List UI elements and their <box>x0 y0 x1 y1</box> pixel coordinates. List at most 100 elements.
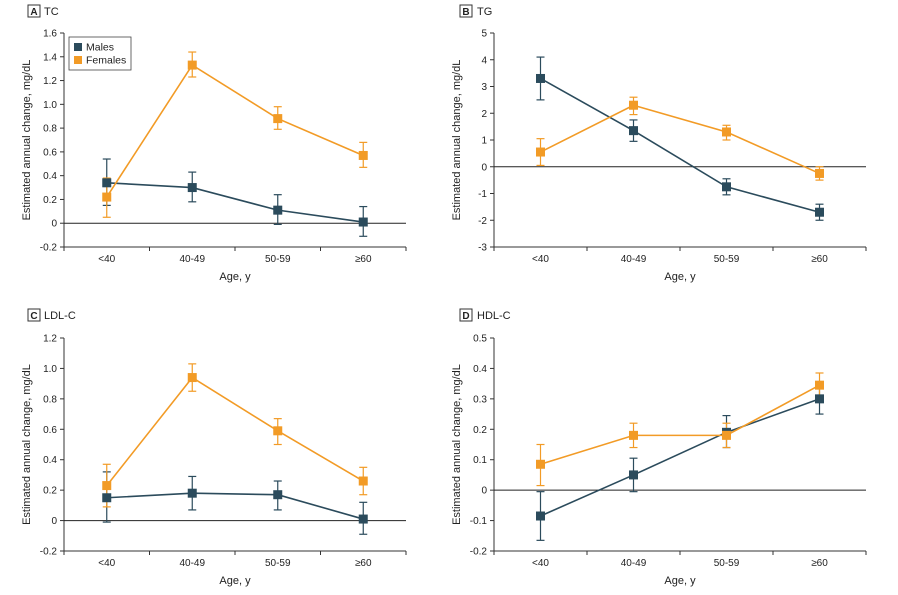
panel-a: A TC -0.2 0 0.2 0.4 0.6 0.8 1.0 1.2 1.4 1.6 <40 40-49… <box>21 4 407 283</box>
panel-b-y-tick-label: 4 <box>481 55 487 66</box>
panel-b: B TG -3 -2 -1 0 1 2 3 4 5 <40 40-49 50-59 ≥60 Age, y Est… <box>451 4 867 283</box>
panel-b-tag-letter: B <box>462 7 469 18</box>
panel-a-tag-letter: A <box>30 7 37 18</box>
panel-d-males-point <box>815 394 824 404</box>
panel-c-y-tick-label: 0.4 <box>43 455 57 466</box>
panel-a-title: TC <box>44 6 59 18</box>
panel-d-y-tick-label: 0 <box>481 486 487 497</box>
panel-b-y-tick-label: 1 <box>481 136 487 147</box>
panel-c-females-point <box>187 373 197 383</box>
panel-a-males-point <box>273 205 283 215</box>
panel-d-males-point <box>536 511 545 521</box>
panel-d-y-tick-label: 0.1 <box>473 455 487 466</box>
panel-b-x-axis-label: Age, y <box>664 271 696 283</box>
panel-a-x-tick-label: ≥60 <box>355 254 372 265</box>
panel-a-females-point <box>102 192 112 202</box>
panel-c-females-point <box>358 476 368 486</box>
panel-c-x-tick-label: 50-59 <box>265 558 291 569</box>
panel-c-males-point <box>273 490 283 500</box>
panel-b-females-line <box>540 104 820 175</box>
panel-a-y-tick-label: 0.8 <box>43 124 57 135</box>
panel-d-x-tick-label: <40 <box>532 558 549 569</box>
panel-b-females-point <box>536 147 545 157</box>
panel-c-x-tick-label: <40 <box>98 558 115 569</box>
legend-swatch-males <box>74 43 82 51</box>
panel-c-females-point <box>102 481 112 491</box>
panel-d-females-point <box>815 380 824 390</box>
panel-d-tag-letter: D <box>462 311 469 322</box>
panel-a-males-point <box>187 183 197 193</box>
panel-a-y-axis-label: Estimated annual change, mg/dL <box>21 60 33 221</box>
panel-c-males-point <box>102 493 112 503</box>
panel-b-tag-box <box>459 4 473 18</box>
panel-c-males-point <box>187 488 197 498</box>
panel-b-y-tick-label: -1 <box>478 189 487 200</box>
panel-a-x-tick-label: 40-49 <box>179 254 205 265</box>
panel-a-females-point <box>273 114 283 124</box>
panel-b-males-point <box>536 73 545 83</box>
panel-d-x-tick-label: ≥60 <box>811 558 828 569</box>
panel-c-y-tick-label: 1.0 <box>43 364 57 375</box>
panel-b-y-tick-label: 2 <box>481 109 487 120</box>
panel-a-y-tick-label: 1.4 <box>43 52 57 63</box>
panel-c: C LDL-C -0.2 0 0.2 0.4 0.6 0.8 1.0 1.2 <40 40-49 50-… <box>21 308 407 587</box>
panel-d-females-point <box>536 459 545 469</box>
panel-c-males-line <box>106 492 364 520</box>
panel-c-tag-letter: C <box>30 311 37 322</box>
panel-b-y-tick-label: 0 <box>481 162 487 173</box>
panel-a-tag-box <box>27 4 41 18</box>
panel-b-females-point <box>815 168 824 178</box>
panel-d-x-tick-label: 40-49 <box>621 558 647 569</box>
panel-c-y-tick-label: 0 <box>51 516 57 527</box>
panel-a-y-tick-label: 0.2 <box>43 195 57 206</box>
legend-label-males: Males <box>86 42 114 54</box>
panel-a-y-tick-label: -0.2 <box>40 243 58 254</box>
panel-a-x-tick-label: 50-59 <box>265 254 291 265</box>
panel-d-x-tick-label: 50-59 <box>714 558 740 569</box>
panel-a-y-tick-label: 0 <box>51 219 57 230</box>
panel-c-y-tick-label: 0.8 <box>43 394 57 405</box>
panel-a-x-axis-label: Age, y <box>219 271 251 283</box>
panel-d-y-axis-label: Estimated annual change, mg/dL <box>451 364 463 525</box>
panel-b-x-tick-label: ≥60 <box>811 254 828 265</box>
panel-a-males-point <box>358 217 368 227</box>
panel-c-x-tick-label: 40-49 <box>179 558 205 569</box>
panel-d-males-point <box>629 470 638 480</box>
panel-d-females-line <box>540 384 820 466</box>
panel-a-y-tick-label: 0.4 <box>43 171 57 182</box>
panel-d-y-tick-label: 0.2 <box>473 425 487 436</box>
panel-a-males-point <box>102 178 112 188</box>
panel-d-x-axis-label: Age, y <box>664 575 696 587</box>
panel-b-males-point <box>815 207 824 217</box>
panel-b-title: TG <box>477 6 492 18</box>
panel-c-females-line <box>106 376 364 487</box>
panel-d-y-tick-label: -0.2 <box>470 547 488 558</box>
panel-a-y-tick-label: 1.2 <box>43 76 57 87</box>
panel-d-females-point <box>722 430 731 440</box>
panel-b-males-line <box>540 77 820 213</box>
panel-a-females-line <box>106 64 364 198</box>
panel-b-y-tick-label: 5 <box>481 29 487 40</box>
panel-c-tag-box <box>27 308 41 322</box>
panel-d: D HDL-C -0.2 -0.1 0 0.1 0.2 0.3 0.4 0.5 <40 40-49 50… <box>451 308 867 587</box>
legend-swatch-females <box>74 56 82 64</box>
panel-d-y-tick-label: 0.3 <box>473 394 487 405</box>
panel-a-females-point <box>187 60 197 70</box>
panel-a-y-tick-label: 1.6 <box>43 29 57 40</box>
panel-a-y-tick-label: 1.0 <box>43 100 57 111</box>
panel-d-males-line <box>540 398 820 517</box>
panel-a-males-line <box>106 182 364 223</box>
panel-c-title: LDL-C <box>44 310 76 322</box>
panel-b-females-point <box>629 100 638 110</box>
panel-d-y-tick-label: 0.5 <box>473 334 487 345</box>
legend-label-females: Females <box>86 55 126 67</box>
panel-c-x-axis-label: Age, y <box>219 575 251 587</box>
panel-b-y-tick-label: -3 <box>478 243 487 254</box>
panel-d-y-tick-label: 0.4 <box>473 364 487 375</box>
panel-b-x-tick-label: 50-59 <box>714 254 740 265</box>
panel-b-y-tick-label: 3 <box>481 82 487 93</box>
panel-b-x-tick-label: <40 <box>532 254 549 265</box>
